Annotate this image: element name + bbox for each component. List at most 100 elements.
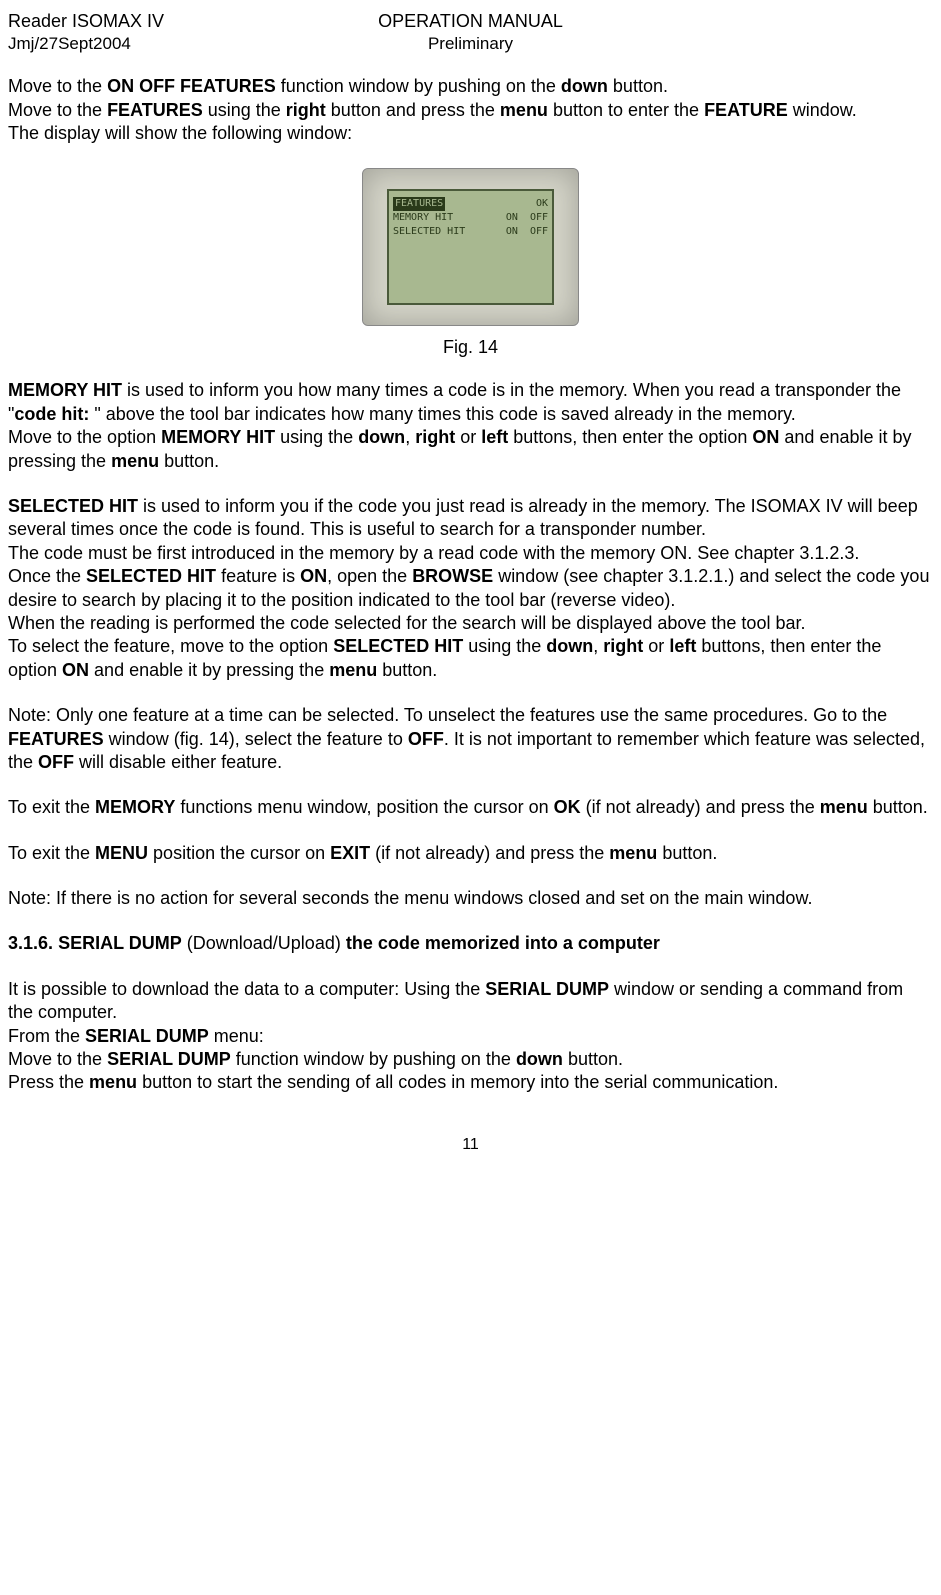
text-bold: OK xyxy=(554,797,581,817)
exit-menu-paragraph: To exit the MENU position the cursor on … xyxy=(8,842,933,865)
text: is used to inform you if the code you ju… xyxy=(8,496,918,539)
text-bold: menu xyxy=(89,1072,137,1092)
text-bold: menu xyxy=(111,451,159,471)
text-bold: ON OFF FEATURES xyxy=(107,76,276,96)
text: (if not already) and press the xyxy=(370,843,609,863)
serial-dump-paragraph: It is possible to download the data to a… xyxy=(8,978,933,1095)
text: button to enter the xyxy=(548,100,704,120)
lcd-row-selhit: SELECTED HIT ON OFF xyxy=(393,225,548,239)
text: or xyxy=(643,636,669,656)
text: To exit the xyxy=(8,797,95,817)
text-bold: MEMORY xyxy=(95,797,175,817)
text-bold: SELECTED HIT xyxy=(8,496,138,516)
text: , xyxy=(405,427,415,447)
text-bold: menu xyxy=(329,660,377,680)
page-number: 11 xyxy=(8,1135,933,1156)
text: using the xyxy=(203,100,286,120)
section-title-mid: (Download/Upload) xyxy=(182,933,346,953)
text-bold: down xyxy=(516,1049,563,1069)
text: menu: xyxy=(209,1026,264,1046)
text: button. xyxy=(563,1049,623,1069)
text-bold: SERIAL DUMP xyxy=(485,979,609,999)
text: function window by pushing on the xyxy=(276,76,561,96)
manual-title: OPERATION MANUAL xyxy=(316,10,624,33)
section-heading-316: 3.1.6. SERIAL DUMP (Download/Upload) the… xyxy=(8,932,933,955)
text: Note: Only one feature at a time can be … xyxy=(8,705,887,725)
text-bold: ON xyxy=(62,660,89,680)
text: " above the tool bar indicates how many … xyxy=(89,404,795,424)
text: , xyxy=(593,636,603,656)
text: It is possible to download the data to a… xyxy=(8,979,485,999)
text: using the xyxy=(275,427,358,447)
text-bold: menu xyxy=(609,843,657,863)
text: button. xyxy=(608,76,668,96)
text-bold: SELECTED HIT xyxy=(86,566,216,586)
text: will disable either feature. xyxy=(74,752,282,772)
text-bold: MEMORY HIT xyxy=(161,427,275,447)
text: , open the xyxy=(327,566,412,586)
text: Move to the xyxy=(8,100,107,120)
text: window. xyxy=(788,100,857,120)
lcd-row-memhit: MEMORY HIT ON OFF xyxy=(393,211,548,225)
text: window (fig. 14), select the feature to xyxy=(104,729,408,749)
text: Press the xyxy=(8,1072,89,1092)
text: Move to the xyxy=(8,1049,107,1069)
header-center: OPERATION MANUAL Preliminary xyxy=(316,10,624,55)
note-one-feature: Note: Only one feature at a time can be … xyxy=(8,704,933,774)
text: feature is xyxy=(216,566,300,586)
text: To exit the xyxy=(8,843,95,863)
text: (if not already) and press the xyxy=(581,797,820,817)
figure-14: FEATURES OK MEMORY HIT ON OFF SELECTED H… xyxy=(8,168,933,360)
lcd-row-header: FEATURES OK xyxy=(393,197,548,211)
text: button. xyxy=(159,451,219,471)
text: using the xyxy=(463,636,546,656)
header-right xyxy=(625,10,933,55)
lcd-options: ON OFF xyxy=(506,211,548,225)
device-screenshot: FEATURES OK MEMORY HIT ON OFF SELECTED H… xyxy=(362,168,579,326)
text-bold: SERIAL DUMP xyxy=(85,1026,209,1046)
text-bold: OFF xyxy=(38,752,74,772)
doc-title: Reader ISOMAX IV xyxy=(8,10,316,33)
lcd-title: FEATURES xyxy=(393,197,445,211)
text: button to start the sending of all codes… xyxy=(137,1072,778,1092)
header-left: Reader ISOMAX IV Jmj/27Sept2004 xyxy=(8,10,316,55)
text: The display will show the following wind… xyxy=(8,123,352,143)
text: button and press the xyxy=(326,100,500,120)
text-bold: right xyxy=(415,427,455,447)
text-bold: MENU xyxy=(95,843,148,863)
note-timeout: Note: If there is no action for several … xyxy=(8,887,933,910)
text-bold: left xyxy=(669,636,696,656)
text-bold: OFF xyxy=(408,729,444,749)
text-bold: SELECTED HIT xyxy=(333,636,463,656)
text-bold: code hit: xyxy=(14,404,89,424)
text-bold: menu xyxy=(820,797,868,817)
text: button. xyxy=(377,660,437,680)
text: buttons, then enter the option xyxy=(508,427,752,447)
lcd-label: MEMORY HIT xyxy=(393,211,453,225)
text-bold: down xyxy=(358,427,405,447)
text-bold: right xyxy=(603,636,643,656)
text: The code must be first introduced in the… xyxy=(8,543,859,563)
intro-paragraph: Move to the ON OFF FEATURES function win… xyxy=(8,75,933,145)
page-header: Reader ISOMAX IV Jmj/27Sept2004 OPERATIO… xyxy=(8,10,933,55)
lcd-label: SELECTED HIT xyxy=(393,225,465,239)
lcd-ok: OK xyxy=(536,197,548,211)
text-bold: BROWSE xyxy=(412,566,493,586)
text: button. xyxy=(657,843,717,863)
text-bold: ON xyxy=(752,427,779,447)
text: position the cursor on xyxy=(148,843,330,863)
text: When the reading is performed the code s… xyxy=(8,613,805,633)
text: From the xyxy=(8,1026,85,1046)
doc-revision: Jmj/27Sept2004 xyxy=(8,33,316,55)
text-bold: down xyxy=(561,76,608,96)
lcd-display: FEATURES OK MEMORY HIT ON OFF SELECTED H… xyxy=(387,189,554,305)
text: and enable it by pressing the xyxy=(89,660,329,680)
text: Move to the xyxy=(8,76,107,96)
text-bold: ON xyxy=(300,566,327,586)
text-bold: SERIAL DUMP xyxy=(107,1049,231,1069)
text-bold: menu xyxy=(500,100,548,120)
lcd-options: ON OFF xyxy=(506,225,548,239)
section-title-part2: the code memorized into a computer xyxy=(346,933,660,953)
text: To select the feature, move to the optio… xyxy=(8,636,333,656)
text-bold: EXIT xyxy=(330,843,370,863)
